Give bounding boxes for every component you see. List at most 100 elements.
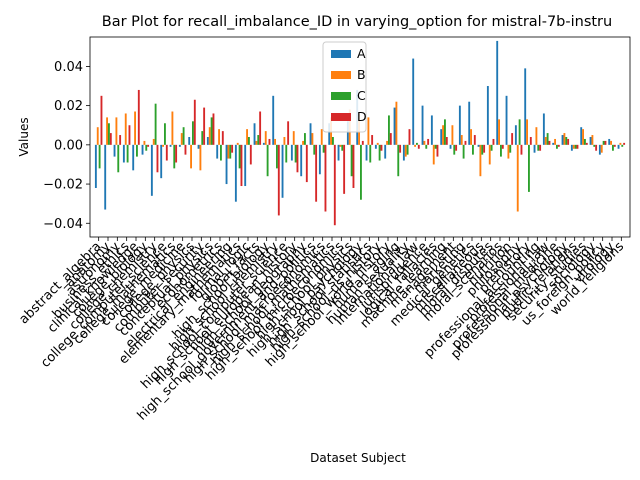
bar-D-conceptual_physics: [212, 113, 215, 145]
bar-B-security_studies: [582, 129, 584, 145]
bar-A-moral_disputes: [486, 86, 489, 145]
bar-D-moral_scenarios: [501, 144, 504, 149]
bar-B-anatomy: [106, 117, 108, 145]
bar-D-college_mathematics: [175, 144, 178, 163]
series-A: [94, 40, 620, 210]
bar-A-high_school_computer_science: [281, 144, 284, 198]
bar-A-college_medicine: [178, 144, 181, 147]
bar-A-college_computer_science: [160, 144, 163, 179]
bar-B-prehistory: [526, 119, 528, 145]
bar-D-high_school_mathematics: [333, 144, 336, 226]
bar-C-moral_scenarios: [500, 144, 502, 157]
bar-C-high_school_european_history: [294, 144, 297, 163]
bar-A-professional_law: [542, 113, 545, 145]
y-axis-title: Values: [17, 117, 31, 156]
bar-B-conceptual_physics: [208, 127, 211, 145]
bar-D-high_school_european_history: [296, 144, 299, 173]
legend-label-C: C: [357, 88, 366, 103]
bar-D-business_ethics: [128, 125, 131, 145]
bar-B-college_physics: [190, 144, 192, 169]
bar-D-econometrics: [221, 131, 224, 145]
bar-C-professional_medicine: [556, 144, 558, 149]
bar-D-electrical_engineering: [231, 144, 234, 153]
bar-D-high_school_statistics: [371, 135, 374, 145]
bar-A-philosophy: [514, 125, 517, 145]
bar-A-professional_accounting: [533, 144, 536, 153]
bar-B-miscellaneous: [479, 144, 482, 177]
bar-D-high_school_us_history: [380, 144, 383, 151]
bar-A-electrical_engineering: [225, 144, 228, 185]
bar-A-machine_learning: [440, 129, 443, 145]
bar-D-abstract_algebra: [100, 95, 103, 145]
y-tick-label: 0.02: [54, 99, 83, 114]
bar-C-electrical_engineering: [229, 144, 232, 159]
bar-B-college_chemistry: [152, 138, 155, 145]
bar-D-elementary_mathematics: [240, 144, 243, 187]
y-tick-label: 0.00: [54, 138, 83, 153]
bar-B-high_school_microeconomics: [339, 144, 342, 147]
bar-A-sociology: [589, 137, 592, 145]
bar-B-high_school_us_history: [376, 142, 379, 145]
bar-C-high_school_macroeconomics: [322, 144, 325, 153]
bar-B-us_foreign_policy: [600, 144, 603, 153]
bar-D-world_religions: [623, 142, 626, 145]
bar-D-professional_law: [548, 140, 551, 145]
bar-A-jurisprudence: [421, 105, 424, 145]
bar-A-econometrics: [216, 144, 219, 159]
bar-D-human_aging: [399, 144, 402, 153]
bar-B-clinical_knowledge: [134, 111, 136, 145]
legend-label-A: A: [357, 46, 366, 61]
bar-C-management: [453, 144, 456, 155]
bar-B-philosophy: [516, 144, 519, 212]
bar-D-anatomy: [109, 133, 112, 145]
bar-D-logical_fallacies: [436, 144, 439, 157]
bar-C-high_school_statistics: [369, 144, 372, 163]
bar-C-high_school_geography: [304, 133, 306, 145]
bar-B-world_religions: [619, 142, 622, 145]
bar-A-high_school_statistics: [365, 144, 368, 161]
bar-B-high_school_world_history: [386, 140, 388, 145]
bar-B-professional_accounting: [535, 127, 538, 145]
bar-C-public_relations: [574, 144, 577, 149]
bar-B-formal_logic: [246, 129, 248, 145]
bar-C-high_school_psychology: [360, 144, 362, 200]
bar-B-medical_genetics: [470, 129, 472, 145]
bar-C-astronomy: [117, 144, 120, 173]
bar-D-professional_medicine: [557, 144, 560, 147]
bar-A-college_physics: [188, 137, 191, 145]
bar-A-professional_medicine: [552, 142, 555, 145]
bar-D-college_chemistry: [156, 144, 159, 173]
bar-A-high_school_government_and_politics: [309, 123, 312, 145]
bar-B-electrical_engineering: [227, 144, 230, 159]
legend-swatch-D: [331, 113, 351, 121]
bar-B-jurisprudence: [423, 140, 426, 145]
bar-A-us_foreign_policy: [598, 144, 601, 155]
bar-A-public_relations: [570, 144, 573, 151]
legend-box: [322, 41, 367, 133]
bar-D-high_school_chemistry: [277, 144, 280, 216]
legend-label-D: D: [357, 109, 367, 124]
bar-A-high_school_physics: [346, 121, 349, 145]
bar-D-college_computer_science: [165, 144, 168, 161]
bar-C-high_school_microeconomics: [341, 144, 344, 151]
legend-label-B: B: [357, 67, 366, 82]
bar-D-professional_accounting: [539, 144, 542, 151]
bar-C-high_school_physics: [350, 144, 353, 177]
bar-B-high_school_government_and_politics: [311, 133, 314, 145]
bar-C-philosophy: [518, 119, 521, 145]
bar-B-abstract_algebra: [96, 127, 99, 145]
bar-C-human_aging: [397, 144, 400, 177]
bar-C-machine_learning: [444, 119, 446, 145]
bar-D-clinical_knowledge: [137, 89, 140, 145]
bar-C-college_biology: [145, 144, 148, 151]
bar-B-international_law: [414, 144, 416, 147]
bar-D-astronomy: [119, 135, 122, 145]
bar-D-marketing: [464, 140, 467, 145]
bar-A-high_school_microeconomics: [337, 144, 340, 161]
bar-D-security_studies: [585, 142, 588, 145]
bar-C-security_studies: [584, 138, 586, 145]
bar-A-high_school_mathematics: [328, 123, 331, 145]
bar-B-professional_medicine: [554, 138, 556, 145]
bar-C-abstract_algebra: [98, 144, 101, 169]
bar-C-medical_genetics: [472, 144, 474, 155]
